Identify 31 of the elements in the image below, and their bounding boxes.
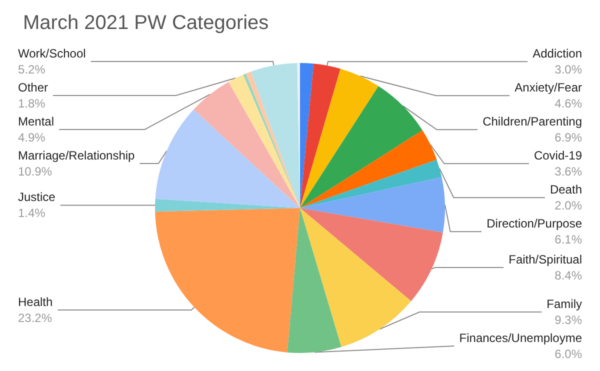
slice-label: Justice (18, 190, 56, 204)
slice-label: Anxiety/Fear (514, 80, 582, 95)
slice-label: Family (546, 297, 582, 311)
data-label: 10.9% (18, 164, 52, 178)
chart-title: March 2021 PW Categories (23, 12, 269, 34)
data-label: 3.6% (554, 164, 582, 179)
slice-label: Children/Parenting (482, 114, 582, 129)
data-label: 9.3% (554, 313, 582, 327)
data-label: 1.4% (18, 206, 46, 220)
slice-label: Other (18, 80, 48, 94)
slice-label: Health (18, 294, 53, 309)
data-label: 23.2% (18, 310, 52, 325)
slice-label: Mental (18, 114, 54, 128)
data-label: 3.0% (554, 62, 582, 77)
data-label: 6.0% (554, 347, 582, 361)
slice-label: Work/School (18, 46, 86, 60)
data-label: 4.6% (554, 96, 582, 111)
data-label: 2.0% (554, 198, 582, 213)
slice-label: Death (550, 182, 582, 197)
slice-label: Covid-19 (534, 148, 582, 163)
data-label: 5.2% (18, 62, 46, 76)
slice-label: Direction/Purpose (486, 216, 582, 231)
slice-label: Finances/Unemployme (459, 331, 582, 345)
data-label: 8.4% (554, 268, 582, 282)
data-label: 6.1% (554, 232, 582, 247)
slice-label: Faith/Spiritual (508, 252, 582, 266)
slice-label: Marriage/Relationship (18, 148, 136, 162)
slice-label: Addiction (532, 46, 582, 61)
data-label: 4.9% (18, 130, 46, 144)
data-label: 1.8% (18, 96, 46, 110)
data-label: 6.9% (554, 130, 582, 145)
